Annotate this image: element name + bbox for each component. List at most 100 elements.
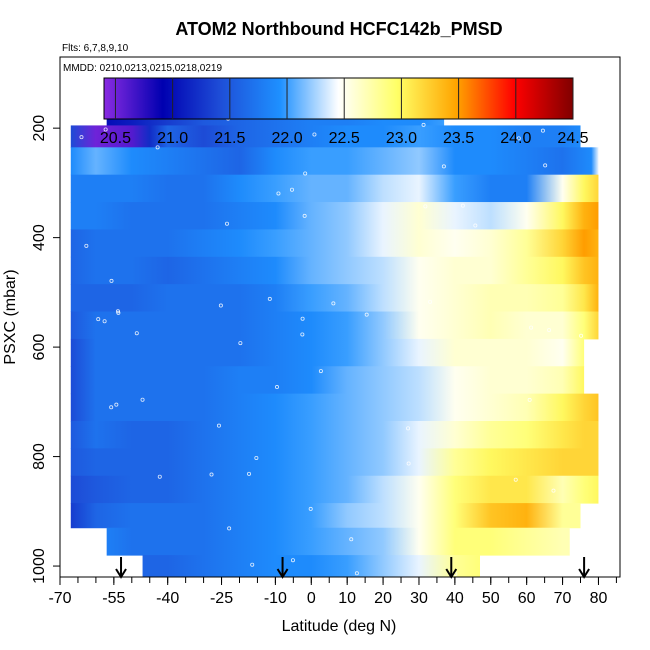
colorbar-tick-label: 22.5 xyxy=(329,130,360,147)
sample-point xyxy=(529,325,534,330)
sample-point xyxy=(109,278,114,283)
heatmap-band xyxy=(70,284,599,313)
y-tick-label: 800 xyxy=(31,443,48,470)
sample-point xyxy=(250,562,255,567)
heatmap-band xyxy=(70,338,585,367)
sample-point xyxy=(300,332,305,337)
sample-point xyxy=(318,369,323,374)
sample-point xyxy=(308,506,313,511)
x-tick-label: 40 xyxy=(446,590,464,607)
heatmap-band xyxy=(70,311,599,340)
y-tick-label: 1000 xyxy=(31,548,48,584)
sample-point xyxy=(157,474,162,479)
heatmap-band xyxy=(70,503,581,529)
sample-points xyxy=(79,112,584,576)
sample-point xyxy=(513,477,518,482)
heatmap-band xyxy=(70,147,599,176)
x-tick-label: 60 xyxy=(518,590,536,607)
sample-point xyxy=(114,402,119,407)
y-tick-label: 200 xyxy=(31,115,48,142)
colorbar-tick-label: 22.0 xyxy=(271,130,302,147)
sample-point xyxy=(254,455,259,460)
sample-point xyxy=(527,397,532,402)
heatmap-band xyxy=(70,448,599,477)
sample-point xyxy=(473,223,478,228)
x-axis: -70 -55 -40 -25 -10 0 10 20 30 40 50 60 70 80 xyxy=(48,577,617,607)
sample-point xyxy=(364,312,369,317)
sample-point xyxy=(312,132,317,137)
heatmap-band xyxy=(70,256,599,285)
heatmap-band xyxy=(70,366,585,395)
sample-point xyxy=(302,213,307,218)
chart-title: ATOM2 Northbound HCFC142b_PMSD xyxy=(175,19,502,39)
x-tick-label: -10 xyxy=(264,590,287,607)
y-axis-label: PSXC (mbar) xyxy=(2,269,19,364)
sample-point xyxy=(224,221,229,226)
sample-point xyxy=(423,204,428,209)
plot-frame xyxy=(59,56,621,578)
colorbar-tick-label: 23.0 xyxy=(386,130,417,147)
sample-point xyxy=(543,163,548,168)
colorbar-tick-label: 24.0 xyxy=(500,130,531,147)
x-tick-label: 80 xyxy=(590,590,608,607)
sample-point xyxy=(441,164,446,169)
heatmap-band xyxy=(70,202,599,230)
x-tick-label: 10 xyxy=(338,590,356,607)
sample-point xyxy=(303,171,308,176)
dates-note: MMDD: 0210,0213,0215,0218,0219 xyxy=(63,63,222,74)
sample-point xyxy=(551,488,556,493)
x-tick-label: -25 xyxy=(210,590,233,607)
heatmap-layers xyxy=(70,109,599,577)
sample-point xyxy=(115,309,120,314)
colorbar-tick-label: 21.5 xyxy=(214,130,245,147)
heatmap-band xyxy=(70,475,599,504)
sample-point xyxy=(140,397,145,402)
x-axis-label: Latitude (deg N) xyxy=(282,618,397,635)
sample-point xyxy=(274,385,279,390)
sample-point xyxy=(460,203,465,208)
sample-point xyxy=(218,303,223,308)
heatmap-band xyxy=(70,393,599,422)
y-tick-label: 600 xyxy=(31,334,48,361)
sample-point xyxy=(354,571,359,576)
heatmap-band xyxy=(70,174,599,203)
sample-point xyxy=(79,135,84,140)
sample-point xyxy=(331,301,336,306)
sample-point xyxy=(238,341,243,346)
x-tick-label: 0 xyxy=(307,590,316,607)
flights-note: Flts: 6,7,8,9,10 xyxy=(62,43,129,54)
sample-point xyxy=(300,316,305,321)
sample-point xyxy=(102,319,107,324)
sample-point xyxy=(290,558,295,563)
colorbar-tick-label: 21.0 xyxy=(157,130,188,147)
x-tick-label: 30 xyxy=(410,590,428,607)
y-tick-label: 400 xyxy=(31,224,48,251)
sample-point xyxy=(579,333,584,338)
colorbar-tick-label: 20.5 xyxy=(100,130,131,147)
sample-point xyxy=(227,526,232,531)
sample-point xyxy=(216,423,221,428)
sample-point xyxy=(109,405,114,410)
sample-point xyxy=(540,128,545,133)
sample-point xyxy=(134,331,139,336)
colorbar-tick-label: 23.5 xyxy=(443,130,474,147)
sample-point xyxy=(103,127,108,132)
heatmap-band xyxy=(142,555,481,577)
sample-point xyxy=(516,136,521,141)
sample-point xyxy=(276,191,281,196)
colorbar-tick-label: 24.5 xyxy=(557,130,588,147)
sample-point xyxy=(406,461,411,466)
heatmap-band xyxy=(70,125,581,148)
x-tick-label: -55 xyxy=(102,590,125,607)
sample-point xyxy=(96,317,101,322)
colorbar-gradient xyxy=(103,77,574,120)
heatmap-band xyxy=(70,229,599,258)
x-tick-label: 50 xyxy=(482,590,500,607)
sample-point xyxy=(421,122,426,127)
sample-point xyxy=(349,537,354,542)
heatmap-band xyxy=(106,527,570,556)
x-tick-label: -40 xyxy=(156,590,179,607)
sample-point xyxy=(155,145,160,150)
sample-point xyxy=(547,328,552,333)
